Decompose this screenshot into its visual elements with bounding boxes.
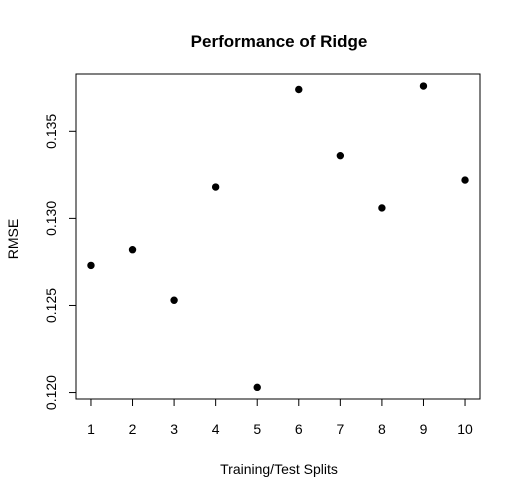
- x-tick-label-7: 7: [336, 421, 344, 437]
- plot-frame: [75, 73, 481, 400]
- y-tick-label-0.125: 0.125: [43, 288, 59, 323]
- x-tick-label-10: 10: [457, 421, 473, 437]
- data-point-10: [461, 176, 469, 184]
- y-axis-label: RMSE: [5, 219, 21, 259]
- x-axis-label: Training/Test Splits: [220, 461, 338, 477]
- x-tick-label-9: 9: [420, 421, 428, 437]
- data-point-6: [295, 85, 303, 94]
- data-point-1: [87, 261, 95, 270]
- chart-title: Performance of Ridge: [191, 32, 368, 51]
- x-tick-label-1: 1: [87, 421, 95, 437]
- data-point-5: [253, 383, 261, 392]
- x-tick-label-5: 5: [253, 421, 261, 437]
- x-tick-label-8: 8: [378, 421, 386, 437]
- data-point-4: [211, 183, 220, 191]
- data-point-9: [419, 82, 428, 90]
- data-points: [87, 82, 469, 392]
- y-tick-label-0.130: 0.130: [43, 201, 59, 236]
- data-point-7: [336, 151, 345, 160]
- x-tick-label-6: 6: [295, 421, 303, 437]
- x-axis: 1 2 3 4 5 6 7 8 9 10: [87, 399, 473, 437]
- y-tick-label-0.120: 0.120: [43, 375, 59, 410]
- y-tick-label-0.135: 0.135: [43, 114, 59, 149]
- y-axis: 0.120 0.125 0.130 0.135: [43, 114, 76, 410]
- x-tick-label-2: 2: [129, 421, 137, 437]
- data-point-8: [378, 204, 386, 212]
- x-tick-label-3: 3: [170, 421, 178, 437]
- data-point-3: [170, 296, 178, 304]
- x-tick-label-4: 4: [212, 421, 220, 437]
- data-point-2: [128, 246, 137, 254]
